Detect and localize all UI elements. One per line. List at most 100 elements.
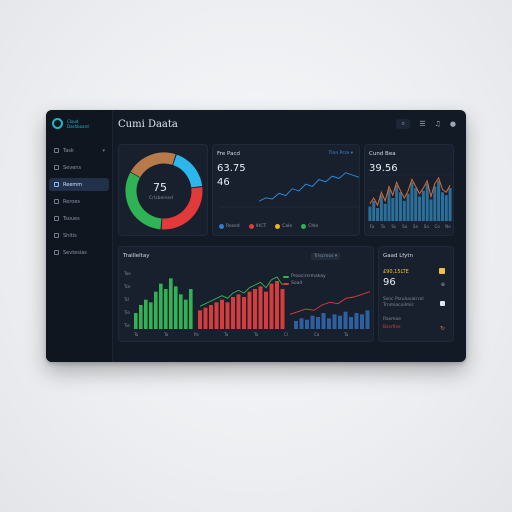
legend-label: IHCT <box>255 224 267 229</box>
trend-series-line <box>258 172 360 202</box>
page-title: Cumi Daata <box>118 119 178 130</box>
bars-card: Cund Bea 39.56 Fa Ta Ss Sa Sa Sa Co No <box>364 144 454 236</box>
bar-blue <box>310 315 315 329</box>
x-tick-label: Sa <box>424 224 430 229</box>
summary-line-4: Rasmae <box>383 317 402 322</box>
bar <box>391 198 395 221</box>
bar-red <box>225 302 230 329</box>
bars-x-axis: Fa Ta Ss Sa Sa Sa Co No <box>370 224 451 229</box>
bars-card-title: Cund Bea <box>369 151 396 157</box>
status-icon <box>440 301 445 306</box>
legend-label: Cale <box>282 224 293 229</box>
badge-icon <box>439 268 445 274</box>
avatar-icon[interactable]: ● <box>449 120 456 128</box>
legend-dot <box>301 224 307 229</box>
bar-green <box>164 289 168 329</box>
summary-card: Gaad Lfytn £90,15LTE 96 ⊕ Ssnc Psruluvai… <box>378 246 454 342</box>
trend-card-filter[interactable]: Tlnn Pcre ▾ <box>328 151 353 156</box>
trend-legend: Rosed IHCT Cale Chle <box>219 224 327 229</box>
bar-red <box>253 289 257 329</box>
bar <box>425 183 429 221</box>
bars-chart <box>368 174 452 222</box>
task-icon <box>54 148 59 153</box>
sidebar: Cloud Dashboard Task ▾ Sevens Reemm Rero… <box>46 110 113 362</box>
sliders-icon[interactable]: ☰ <box>419 120 426 128</box>
donut-value: 75 <box>153 181 167 194</box>
bar-red <box>236 294 241 329</box>
y-tick-label: Tae <box>123 271 131 276</box>
bell-icon[interactable]: ♫ <box>434 120 441 128</box>
summary-line-3: Trnmiacoilmic <box>383 303 414 308</box>
bar-red <box>209 305 213 329</box>
legend-dot <box>248 224 254 229</box>
legend-label: Soad <box>291 281 303 286</box>
bar-green <box>169 278 173 329</box>
bar-green <box>134 313 138 329</box>
bar <box>448 187 452 221</box>
bar-red <box>280 289 285 329</box>
bar <box>440 192 444 221</box>
bar-blue <box>343 311 348 329</box>
x-tick-label: Fa <box>370 224 375 229</box>
x-tick-label: Ta <box>343 332 349 337</box>
trend-line <box>289 291 371 315</box>
sidebar-item-tsoues[interactable]: Tsoues <box>49 212 109 225</box>
x-tick-label: Pa <box>194 332 199 337</box>
volume-card-filter[interactable]: Trlscmos ▾ <box>311 253 341 260</box>
bar <box>402 200 406 221</box>
bar-green <box>154 291 158 329</box>
sidebar-item-sevens[interactable]: Sevens <box>49 161 109 174</box>
bar <box>421 190 425 221</box>
sidebar-item-reroes[interactable]: Reroes <box>49 195 109 208</box>
donut-slice <box>125 152 203 230</box>
bar-green <box>144 299 148 329</box>
bar-red <box>275 281 279 329</box>
legend-item: IHCT <box>248 224 267 229</box>
volume-card-title: Trailleltay <box>123 253 150 259</box>
sidebar-nav: Task ▾ Sevens Reemm Reroes Tsoues Shi <box>49 144 109 263</box>
summary-line-5: Bssrfise <box>383 325 401 330</box>
x-tick-label: Ca <box>314 332 320 337</box>
bar-red <box>203 307 208 329</box>
legend-item: Cale <box>275 224 292 229</box>
sidebar-item-label: Shitis <box>63 232 77 239</box>
bar-red <box>231 297 235 329</box>
logo: Cloud Dashboard <box>52 118 89 129</box>
logo-line-1: Cloud <box>67 118 79 124</box>
bar-blue <box>327 318 331 329</box>
bar-blue <box>299 318 304 329</box>
logo-icon <box>52 118 63 129</box>
bar-green <box>189 289 193 329</box>
legend-dot <box>283 275 289 278</box>
search-icon[interactable]: ⌕ <box>396 119 411 129</box>
info-icon: ⊕ <box>440 282 445 288</box>
bar <box>437 180 441 221</box>
trend-value-2: 46 <box>217 177 230 188</box>
summary-line-2: Ssnc Psruluvaicrol <box>383 297 424 302</box>
legend-dot <box>283 282 289 285</box>
trend-line-chart <box>219 172 360 208</box>
bar <box>395 185 399 221</box>
refresh-icon[interactable]: ↻ <box>439 325 445 332</box>
bar-blue <box>294 321 298 329</box>
bar-blue <box>332 314 337 329</box>
sidebar-item-label: Reroes <box>63 198 81 205</box>
chevron-down-icon: ▾ <box>102 147 105 154</box>
list-icon <box>54 216 59 221</box>
x-tick-label: Sa <box>413 224 419 229</box>
x-tick-label: Ta <box>133 332 139 337</box>
bar-red <box>264 291 268 329</box>
sidebar-item-task[interactable]: Task ▾ <box>49 144 109 157</box>
bar-green <box>139 305 143 329</box>
legend-label: Chle <box>308 224 319 229</box>
trend-value-1: 63.75 <box>217 163 246 174</box>
sidebar-item-reemm[interactable]: Reemm <box>49 178 109 191</box>
bar-red <box>258 286 263 329</box>
donut-label: Crlsbenied <box>149 196 173 201</box>
sidebar-item-shitis[interactable]: Shitis <box>49 229 109 242</box>
summary-value: 96 <box>383 277 396 288</box>
bar-red <box>269 283 274 329</box>
sidebar-item-sevtesias[interactable]: Sevtesias <box>49 246 109 259</box>
bar-red <box>242 297 246 329</box>
